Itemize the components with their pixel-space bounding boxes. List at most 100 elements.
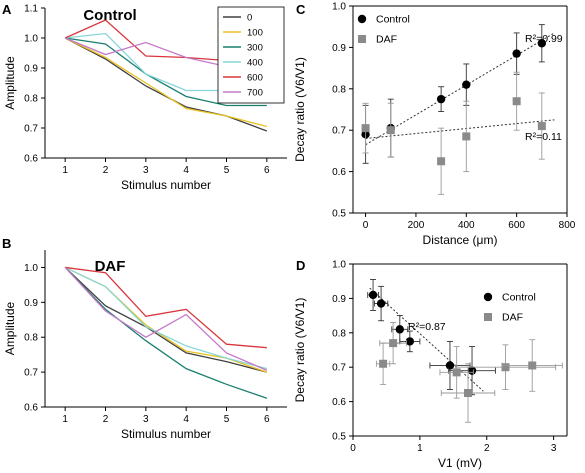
y-tick-label: 1.1 bbox=[24, 4, 38, 15]
legend-box bbox=[217, 6, 285, 104]
x-tick-label: 600 bbox=[508, 220, 525, 231]
y-axis-label: Amplitude bbox=[3, 302, 17, 356]
series-line-700 bbox=[64, 267, 268, 371]
y-tick-label: 1.0 bbox=[332, 260, 346, 271]
legend-entry: 100 bbox=[247, 28, 263, 39]
panel-c-decay-vs-distance-scatter: 0 200 400 600 800 0.5 0.6 0.7 0.8 0.9 1.0 Distance … bbox=[293, 2, 576, 248]
fit-label-control: R²=0.99 bbox=[525, 33, 563, 45]
data-point-control bbox=[467, 366, 477, 375]
y-tick-label: 0.7 bbox=[332, 126, 346, 137]
data-point-control bbox=[445, 361, 455, 370]
x-tick-label: 3 bbox=[143, 165, 149, 176]
y-tick-label: 1.0 bbox=[24, 34, 38, 45]
data-point-daf bbox=[437, 157, 446, 166]
x-tick-label: 800 bbox=[559, 220, 576, 231]
y-tick-label: 0.9 bbox=[24, 298, 38, 309]
x-tick-label: 2 bbox=[103, 165, 109, 176]
x-tick-label: 1 bbox=[62, 414, 68, 425]
series-line-600 bbox=[65, 266, 267, 349]
x-tick-label: 0 bbox=[350, 443, 356, 454]
legend-marker-control bbox=[483, 292, 493, 302]
y-tick-label: 0.8 bbox=[24, 333, 38, 344]
y-tick-label: 0.5 bbox=[332, 432, 346, 443]
y-tick-label: 0.9 bbox=[24, 64, 38, 75]
y-tick-label: 0.6 bbox=[332, 167, 346, 178]
x-axis-label: Stimulus number bbox=[121, 427, 211, 441]
data-point-daf bbox=[501, 363, 510, 372]
x-tick-label: 4 bbox=[183, 165, 189, 176]
panel-b-daf-line-chart: 1 2 3 4 5 6 0.6 0.7 0.8 0.9 1.0 Stimulus number Ampl… bbox=[3, 250, 287, 441]
y-tick-label: 0.7 bbox=[24, 124, 38, 135]
y-tick-label: 0.7 bbox=[332, 363, 346, 374]
series-line-400 bbox=[64, 266, 267, 370]
panel-label-c: C bbox=[296, 2, 306, 17]
data-point-control bbox=[537, 39, 547, 48]
data-point-control bbox=[405, 337, 415, 346]
data-point-daf bbox=[462, 132, 471, 141]
data-point-daf bbox=[386, 126, 395, 135]
x-tick-label: 3 bbox=[143, 414, 149, 425]
series-line-300 bbox=[64, 266, 268, 399]
y-tick-label: 0.9 bbox=[332, 43, 346, 54]
fit-line-control bbox=[365, 32, 555, 146]
data-point-control bbox=[395, 325, 405, 334]
series-line-0 bbox=[64, 266, 267, 373]
fit-label-control: R²=0.87 bbox=[408, 321, 446, 333]
panel-label-a: A bbox=[2, 2, 12, 17]
y-tick-label: 1.0 bbox=[24, 263, 38, 274]
x-tick-label: 2 bbox=[484, 443, 490, 454]
legend-entry: DAF bbox=[502, 312, 523, 324]
y-tick-label: 0.6 bbox=[24, 154, 38, 165]
y-axis-label: Decay ratio (V6/V1) bbox=[293, 298, 307, 403]
x-tick-label: 200 bbox=[408, 220, 425, 231]
data-point-control bbox=[376, 299, 386, 308]
x-tick-label: 6 bbox=[264, 414, 270, 425]
x-tick-label: 400 bbox=[458, 220, 475, 231]
data-point-daf bbox=[528, 361, 537, 370]
legend-marker-control bbox=[357, 14, 367, 24]
x-tick-label: 0 bbox=[363, 220, 369, 231]
data-point-control bbox=[462, 80, 471, 89]
legend-marker-daf bbox=[484, 313, 492, 321]
y-tick-label: 0.7 bbox=[24, 368, 38, 379]
legend-entry: DAF bbox=[376, 34, 397, 46]
y-tick-label: 0.9 bbox=[332, 294, 346, 305]
legend-entry: Control bbox=[376, 14, 410, 26]
legend-entry: 700 bbox=[247, 88, 263, 99]
legend-entry: 400 bbox=[247, 58, 263, 69]
data-point-control bbox=[436, 94, 446, 104]
data-point-daf bbox=[389, 339, 398, 348]
fit-label-daf: R²=0.11 bbox=[525, 131, 562, 143]
data-point-daf bbox=[452, 368, 461, 377]
x-tick-label: 5 bbox=[224, 165, 230, 176]
x-tick-label: 1 bbox=[417, 443, 423, 454]
x-tick-label: 6 bbox=[264, 165, 270, 176]
panel-d-decay-vs-v1-scatter: 0 1 2 3 0.5 0.6 0.7 0.8 0.9 1.0 V1 (mV) Decay ratio… bbox=[293, 260, 568, 470]
panel-label-b: B bbox=[2, 236, 11, 251]
data-point-daf bbox=[464, 389, 473, 397]
x-tick-label: 4 bbox=[183, 414, 189, 425]
y-tick-label: 0.6 bbox=[24, 403, 38, 414]
legend-entry: 0 bbox=[247, 13, 252, 24]
legend-entry: Control bbox=[502, 292, 536, 304]
x-axis-label: Distance (μm) bbox=[423, 233, 498, 247]
data-point-daf bbox=[537, 122, 546, 131]
panel-a-control-line-chart: 1 2 3 4 5 6 0.6 0.7 0.8 0.9 1.0 1.1 Stimulus number A… bbox=[3, 4, 287, 192]
data-point-daf bbox=[512, 97, 521, 106]
series-line-100 bbox=[64, 37, 267, 128]
y-tick-label: 0.8 bbox=[24, 94, 38, 105]
y-tick-label: 0.5 bbox=[332, 209, 346, 220]
series-line-100 bbox=[64, 266, 268, 373]
legend-entry: 600 bbox=[247, 73, 263, 84]
y-tick-label: 0.8 bbox=[332, 328, 346, 339]
x-tick-label: 3 bbox=[551, 443, 557, 454]
y-axis-label: Decay ratio (V6/V1) bbox=[293, 57, 307, 162]
panel-label-d: D bbox=[296, 258, 305, 273]
y-axis-label: Amplitude bbox=[3, 56, 17, 110]
data-point-control bbox=[512, 49, 521, 58]
y-tick-label: 1.0 bbox=[332, 2, 346, 13]
y-tick-label: 0.6 bbox=[332, 397, 346, 408]
chart-title: Control bbox=[83, 7, 136, 24]
data-point-control bbox=[368, 290, 378, 300]
